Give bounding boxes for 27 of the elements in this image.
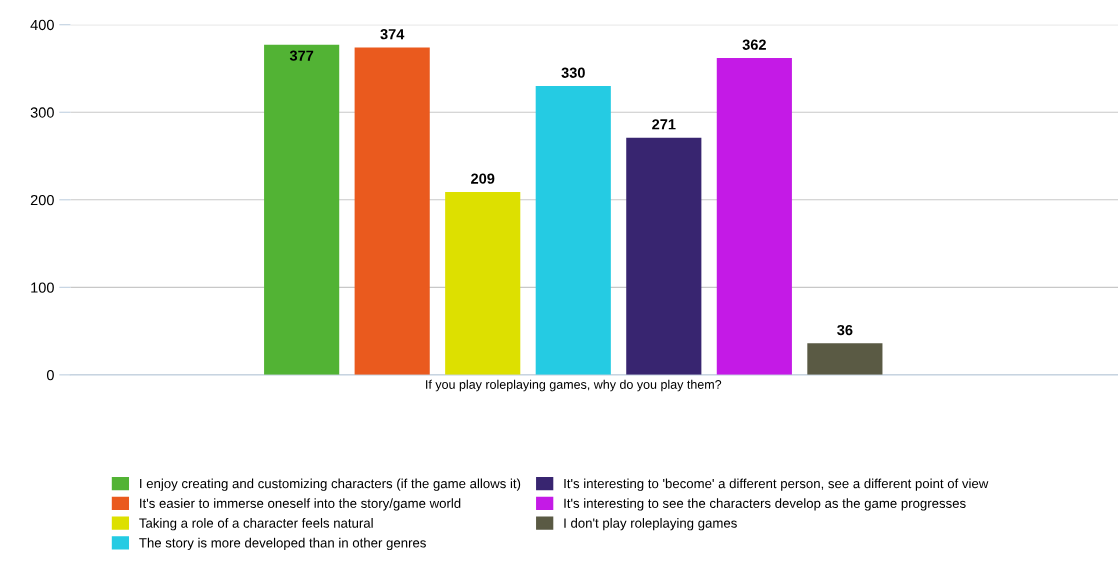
legend-label: I don't play roleplaying games [564,518,737,531]
y-tick-label: 400 [30,19,54,31]
data-label: 271 [652,119,676,130]
data-label: 362 [742,39,766,50]
y-tick-label: 300 [30,107,54,118]
data-label: 330 [561,67,585,78]
bar [716,57,792,375]
legend-label: It's easier to immerse oneself into the story/game world [140,498,461,511]
bar [354,47,430,375]
x-tick-label: If you play roleplaying games, why do you play them? [426,379,722,392]
bar [264,44,340,375]
legend-label: The story is more developed than in other genres [139,537,426,551]
y-tick-label: 200 [30,194,54,206]
data-label: 36 [837,324,853,336]
bar [535,86,611,375]
data-label: 209 [471,173,495,184]
data-label: 374 [380,29,405,40]
data-label: 377 [289,50,314,61]
bar [445,191,521,375]
y-tick-label: 100 [31,282,54,293]
legend-label: I enjoy creating and customizing characters (if the game allows it) [140,478,521,491]
bar [807,343,883,375]
legend-label: It's interesting to 'become' a different person, see a different point of view [564,478,989,491]
bar [626,137,702,375]
legend-label: Taking a role of a character feels natural [139,518,373,531]
y-tick-label: 0 [46,369,54,381]
legend-label: It's interesting to see the characters develop as the game progresses [564,498,966,511]
